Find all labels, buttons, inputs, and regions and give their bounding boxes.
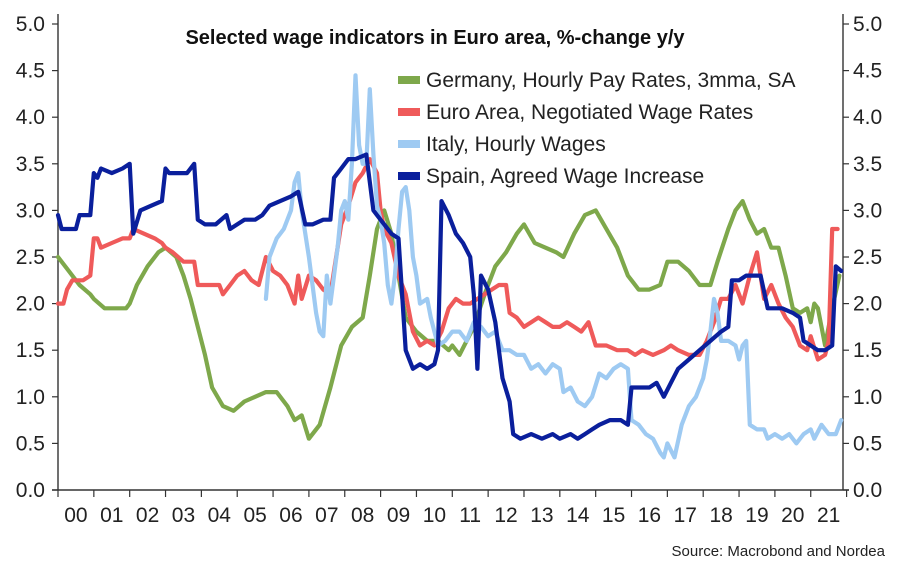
chart-title: Selected wage indicators in Euro area, %… xyxy=(185,27,685,49)
x-tick-label: 16 xyxy=(638,504,661,527)
legend-swatch-spain xyxy=(398,172,420,180)
y-tick-label-right: 1.0 xyxy=(853,386,882,409)
x-tick-label: 12 xyxy=(494,504,517,527)
y-tick-label-left: 1.5 xyxy=(16,339,45,362)
x-tick-label: 13 xyxy=(530,504,553,527)
axes: 0.0 0.0 0.5 0.5 1.0 1.0 1.5 1.5 2.0 2.0 2.5 2.5 3.0 3… xyxy=(16,13,882,527)
y-tick-label-right: 2.5 xyxy=(853,246,882,269)
y-tick-label-left: 3.0 xyxy=(16,199,45,222)
x-tick-label: 07 xyxy=(315,504,338,527)
legend: Germany, Hourly Pay Rates, 3mma, SA Euro … xyxy=(398,69,796,188)
x-tick-label: 10 xyxy=(423,504,446,527)
x-tick-label: 18 xyxy=(709,504,732,527)
y-tick-label-right: 3.0 xyxy=(853,199,882,222)
series-line-italy xyxy=(263,73,844,460)
x-tick-label: 11 xyxy=(459,504,481,527)
x-tick-label: 20 xyxy=(781,504,804,527)
x-tick-label: 08 xyxy=(351,504,374,527)
x-tick-label: 15 xyxy=(602,504,625,527)
y-tick-label-left: 3.5 xyxy=(16,153,45,176)
x-tick-label: 06 xyxy=(279,504,302,527)
y-tick-label-right: 1.5 xyxy=(853,339,882,362)
x-tick-label: 09 xyxy=(387,504,410,527)
x-tick-label: 01 xyxy=(100,504,123,527)
x-tick-label: 05 xyxy=(243,504,266,527)
x-tick-label: 21 xyxy=(817,504,840,527)
legend-swatch-germany xyxy=(398,76,420,84)
y-tick-label-right: 2.0 xyxy=(853,293,882,316)
y-tick-label-left: 2.0 xyxy=(16,293,45,316)
y-tick-label-right: 4.0 xyxy=(853,106,882,129)
legend-swatch-euro_area xyxy=(398,108,420,116)
series-line-germany xyxy=(55,199,842,441)
y-tick-label-left: 4.5 xyxy=(16,60,45,83)
series-line-spain xyxy=(55,152,844,441)
y-tick-label-right: 4.5 xyxy=(853,60,882,83)
y-tick-label-left: 2.5 xyxy=(16,246,45,269)
legend-label-spain: Spain, Agreed Wage Increase xyxy=(426,165,704,188)
legend-swatch-italy xyxy=(398,140,420,148)
legend-label-italy: Italy, Hourly Wages xyxy=(426,133,606,156)
x-tick-label: 04 xyxy=(208,504,232,527)
legend-label-germany: Germany, Hourly Pay Rates, 3mma, SA xyxy=(426,69,796,92)
x-tick-label: 02 xyxy=(136,504,159,527)
y-tick-label-left: 0.0 xyxy=(16,479,45,502)
legend-label-euro_area: Euro Area, Negotiated Wage Rates xyxy=(426,101,753,124)
y-tick-label-right: 3.5 xyxy=(853,153,882,176)
source-note: Source: Macrobond and Nordea xyxy=(672,543,886,560)
series-line-euro_area xyxy=(55,157,840,362)
y-tick-label-left: 1.0 xyxy=(16,386,45,409)
x-tick-label: 03 xyxy=(172,504,195,527)
y-tick-label-right: 0.5 xyxy=(853,432,882,455)
y-tick-label-left: 4.0 xyxy=(16,106,45,129)
y-tick-label-left: 0.5 xyxy=(16,432,45,455)
x-tick-label: 17 xyxy=(674,504,697,527)
y-tick-label-right: 0.0 xyxy=(853,479,882,502)
x-tick-label: 19 xyxy=(745,504,768,527)
x-tick-label: 00 xyxy=(64,504,87,527)
series-layer xyxy=(55,73,844,460)
y-tick-label-left: 5.0 xyxy=(16,13,45,36)
x-tick-label: 14 xyxy=(566,504,590,527)
y-tick-label-right: 5.0 xyxy=(853,13,882,36)
